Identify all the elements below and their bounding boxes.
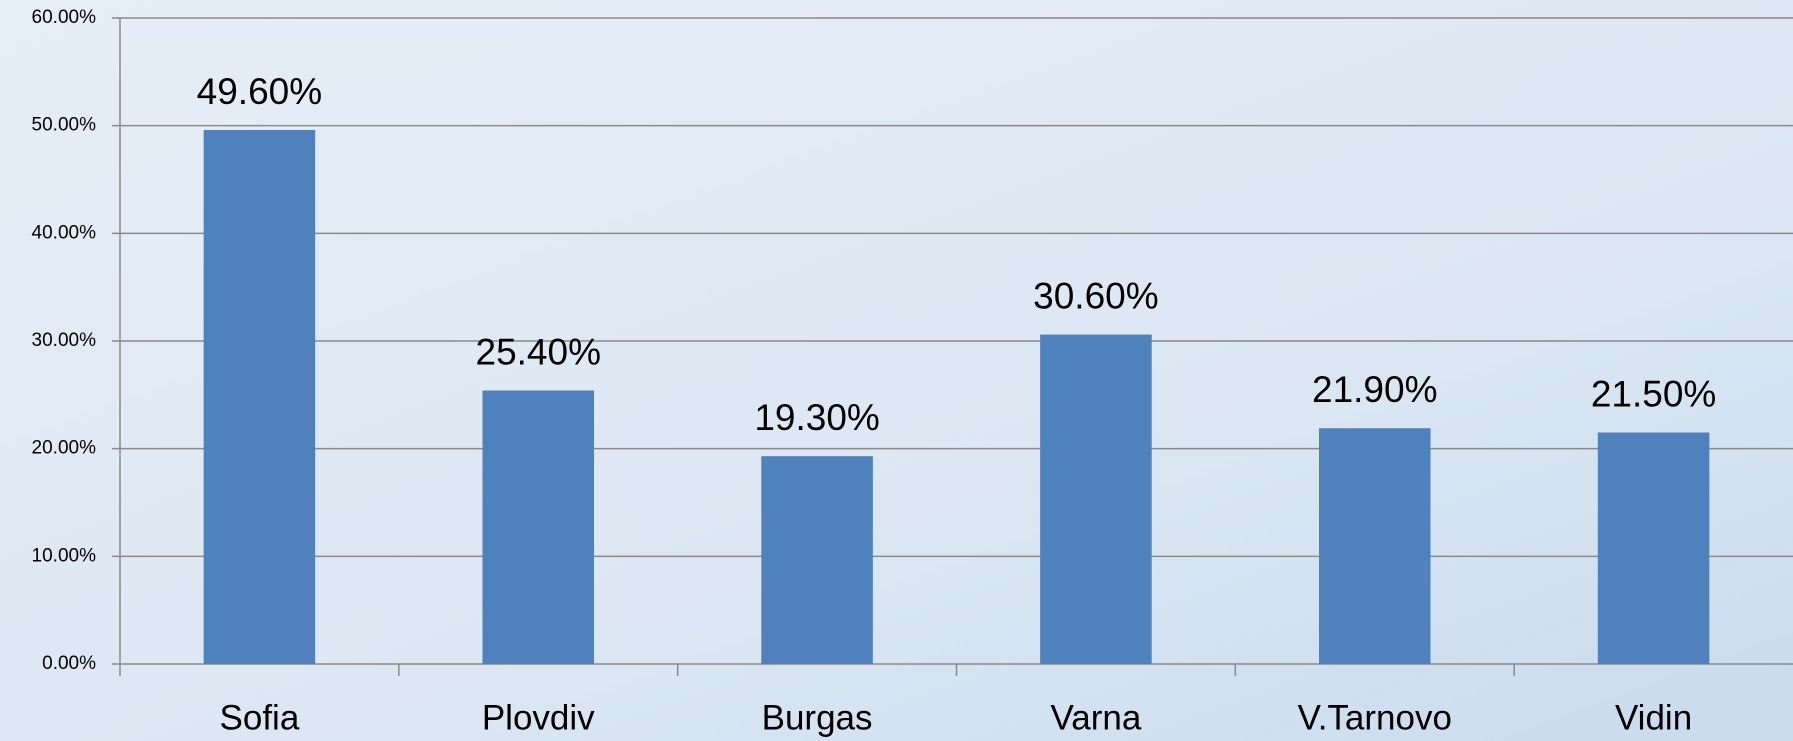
x-tick-label: Sofia: [220, 698, 300, 737]
data-label: 21.90%: [1312, 369, 1438, 410]
y-tick-label: 60.00%: [32, 7, 97, 28]
bar: [761, 456, 873, 664]
data-label: 49.60%: [197, 71, 323, 112]
x-tick-label: V.Tarnovo: [1298, 698, 1452, 737]
bar: [1597, 432, 1710, 664]
data-label: 25.40%: [476, 331, 602, 372]
bar: [1040, 334, 1152, 664]
y-tick-label: 30.00%: [32, 330, 97, 351]
x-tick-label: Varna: [1051, 698, 1142, 737]
y-tick-label: 50.00%: [32, 115, 97, 136]
x-tick-label: Burgas: [762, 698, 873, 737]
x-tick-label: Plovdiv: [482, 698, 595, 737]
bar: [1318, 428, 1431, 664]
x-tick-label: Vidin: [1615, 698, 1692, 737]
y-tick-label: 0.00%: [42, 653, 96, 674]
data-label: 30.60%: [1033, 275, 1159, 316]
y-tick-label: 20.00%: [32, 438, 97, 459]
y-tick-label: 40.00%: [32, 222, 97, 243]
y-tick-label: 10.00%: [32, 545, 97, 566]
data-label: 19.30%: [754, 397, 880, 438]
data-label: 21.50%: [1591, 373, 1717, 414]
bar: [482, 390, 595, 664]
bar: [203, 129, 316, 664]
